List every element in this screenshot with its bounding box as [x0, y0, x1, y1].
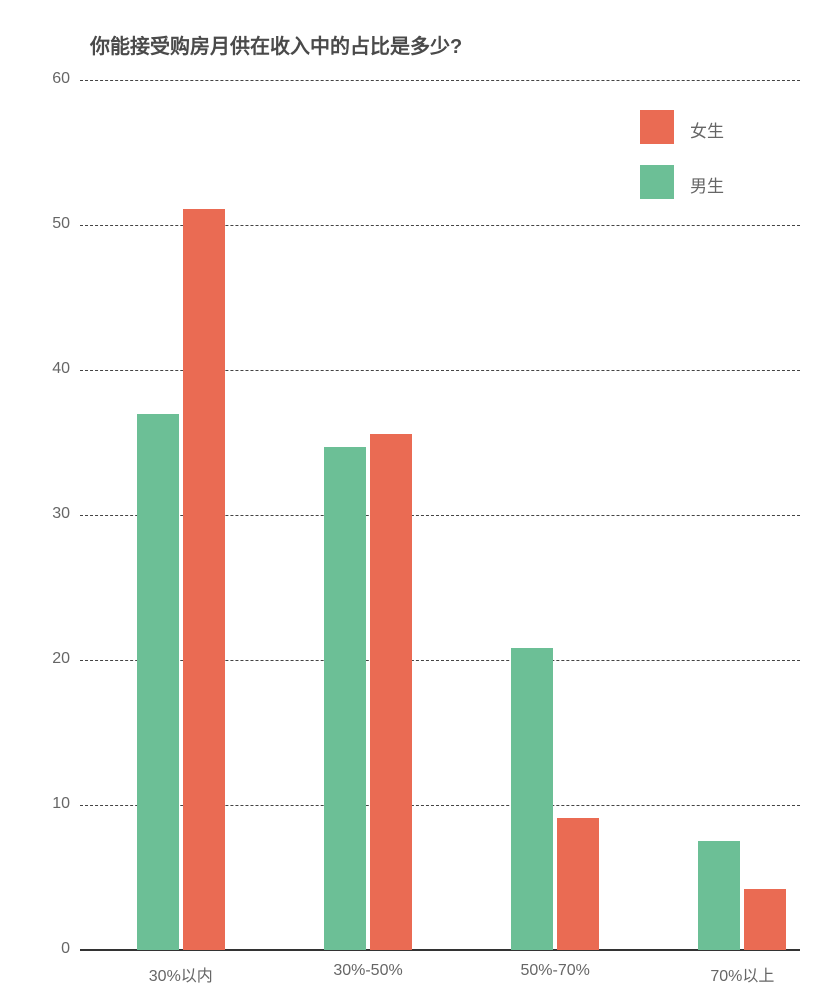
y-tick-label: 40 — [30, 360, 70, 378]
y-tick-label: 30 — [30, 505, 70, 523]
category-label: 30%以内 — [121, 962, 241, 986]
bar-女生 — [183, 209, 225, 950]
chart-title: 你能接受购房月供在收入中的占比是多少? — [90, 30, 462, 59]
y-tick-label: 0 — [30, 940, 70, 958]
y-tick-label: 60 — [30, 70, 70, 88]
bar-chart: 你能接受购房月供在收入中的占比是多少? 0 10 20 30 40 50 60 30%以内 30%… — [0, 0, 838, 1002]
bar-男生 — [698, 841, 740, 950]
legend-label: 男生 — [690, 172, 724, 197]
bar-男生 — [324, 447, 366, 950]
category-label: 30%-50% — [308, 962, 428, 980]
bar-男生 — [511, 648, 553, 950]
legend-swatch — [640, 110, 674, 144]
category-label: 50%-70% — [495, 962, 615, 980]
legend-label: 女生 — [690, 117, 724, 142]
category-label: 70%以上 — [682, 962, 802, 986]
y-tick-label: 10 — [30, 795, 70, 813]
bar-男生 — [137, 414, 179, 951]
y-tick-label: 50 — [30, 215, 70, 233]
bar-女生 — [370, 434, 412, 950]
legend-swatch — [640, 165, 674, 199]
bar-女生 — [744, 889, 786, 950]
gridline — [80, 80, 800, 81]
y-tick-label: 20 — [30, 650, 70, 668]
plot-area — [80, 80, 800, 950]
bar-女生 — [557, 818, 599, 950]
